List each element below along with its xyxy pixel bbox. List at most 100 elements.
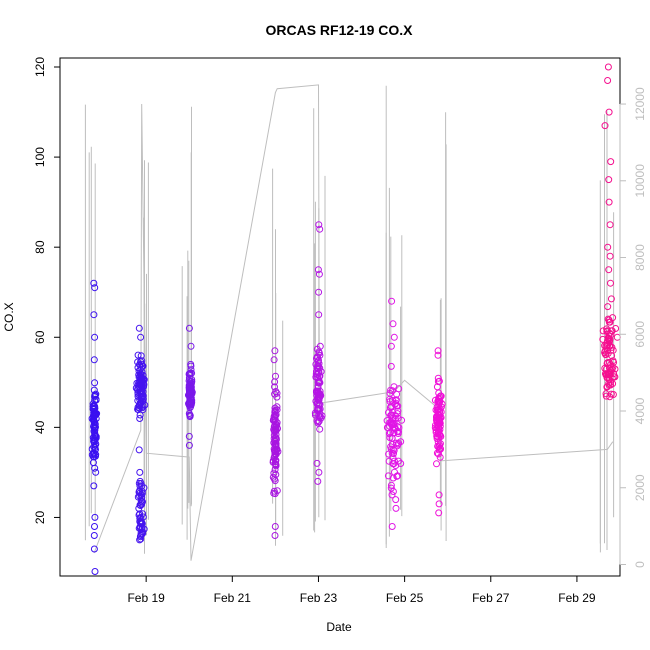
data-point bbox=[392, 496, 400, 504]
data-point bbox=[271, 532, 279, 539]
data-point bbox=[388, 449, 396, 457]
data-point bbox=[315, 288, 323, 296]
data-point bbox=[398, 416, 406, 424]
data-point bbox=[433, 433, 441, 441]
data-point bbox=[395, 428, 402, 436]
x-tick-label: Feb 27 bbox=[472, 591, 510, 605]
data-point bbox=[136, 518, 144, 526]
data-point bbox=[90, 356, 98, 364]
data-point bbox=[186, 385, 194, 393]
data-point bbox=[312, 397, 320, 405]
x-tick-label: Feb 29 bbox=[558, 591, 596, 605]
data-point bbox=[137, 387, 145, 395]
data-point bbox=[139, 397, 147, 405]
data-point bbox=[394, 440, 402, 448]
data-point bbox=[603, 383, 611, 391]
data-point bbox=[315, 391, 323, 399]
y2-tick-label: 10000 bbox=[633, 164, 647, 198]
data-point bbox=[392, 504, 400, 512]
data-point bbox=[136, 536, 144, 544]
data-point bbox=[601, 350, 609, 358]
y2-axis: 0 2000 4000 6000 8000 10000 12000 bbox=[619, 87, 647, 568]
data-point bbox=[185, 324, 193, 332]
x-axis: Feb 19 Feb 21 Feb 23 Feb 25 Feb 27 Feb 29 bbox=[127, 575, 596, 605]
data-point bbox=[603, 325, 611, 333]
data-point bbox=[269, 458, 277, 466]
y-tick-label: 100 bbox=[33, 147, 47, 167]
data-point bbox=[393, 390, 401, 398]
data-point bbox=[609, 357, 617, 365]
data-point bbox=[613, 333, 621, 341]
plot-area bbox=[84, 63, 621, 575]
data-point bbox=[271, 383, 278, 391]
y2-tick-label: 12000 bbox=[633, 87, 647, 121]
data-point bbox=[606, 252, 614, 260]
data-point bbox=[271, 347, 279, 355]
data-point bbox=[91, 568, 99, 575]
data-point bbox=[136, 523, 144, 530]
data-point bbox=[607, 279, 614, 287]
data-point bbox=[315, 349, 323, 357]
data-point bbox=[92, 446, 99, 453]
data-point bbox=[434, 347, 442, 355]
data-point bbox=[314, 358, 322, 366]
data-point bbox=[435, 509, 443, 517]
data-point bbox=[605, 176, 613, 184]
data-point bbox=[607, 295, 615, 303]
data-point bbox=[394, 457, 402, 465]
data-point bbox=[315, 468, 323, 476]
chart-title: ORCAS RF12-19 CO.X bbox=[265, 22, 413, 38]
data-point bbox=[316, 225, 324, 233]
data-point bbox=[137, 532, 145, 539]
data-point bbox=[136, 468, 144, 476]
data-point bbox=[387, 404, 395, 412]
data-point bbox=[271, 427, 278, 435]
data-point bbox=[90, 450, 98, 458]
data-point bbox=[90, 424, 98, 432]
data-point bbox=[187, 395, 195, 403]
data-point bbox=[92, 395, 100, 403]
data-point bbox=[185, 370, 193, 378]
y-tick-label: 40 bbox=[33, 420, 47, 434]
data-point bbox=[272, 456, 279, 464]
data-point bbox=[604, 303, 612, 311]
data-point bbox=[436, 405, 444, 413]
data-point bbox=[434, 438, 442, 446]
data-point bbox=[435, 491, 443, 499]
data-point bbox=[387, 481, 395, 489]
data-point bbox=[433, 383, 441, 391]
data-point bbox=[91, 333, 99, 341]
data-point bbox=[90, 482, 98, 490]
data-point bbox=[90, 386, 98, 394]
data-point bbox=[90, 545, 98, 553]
data-point bbox=[387, 386, 395, 394]
x-tick-label: Feb 21 bbox=[214, 591, 252, 605]
y-tick-label: 120 bbox=[33, 57, 47, 77]
data-point bbox=[393, 472, 401, 480]
data-point bbox=[136, 404, 144, 412]
x-tick-label: Feb 25 bbox=[386, 591, 424, 605]
data-point bbox=[389, 460, 397, 468]
data-point bbox=[92, 434, 100, 442]
data-point bbox=[390, 333, 398, 341]
data-point bbox=[434, 351, 442, 359]
data-point bbox=[316, 425, 324, 433]
data-point bbox=[385, 457, 393, 465]
data-point bbox=[599, 327, 607, 335]
data-point bbox=[137, 364, 145, 372]
data-point bbox=[270, 417, 278, 425]
data-point bbox=[269, 473, 277, 481]
data-point bbox=[433, 460, 440, 468]
data-point bbox=[187, 366, 195, 374]
data-point bbox=[91, 423, 99, 431]
data-point bbox=[187, 362, 195, 370]
data-point bbox=[605, 108, 613, 116]
x-axis-label: Date bbox=[326, 620, 352, 634]
y-tick-label: 60 bbox=[33, 330, 47, 344]
data-point bbox=[389, 474, 397, 482]
data-point bbox=[137, 513, 145, 521]
data-point bbox=[609, 314, 617, 322]
data-point bbox=[134, 351, 142, 359]
y2-tick-label: 2000 bbox=[633, 474, 647, 501]
data-point bbox=[387, 342, 395, 350]
